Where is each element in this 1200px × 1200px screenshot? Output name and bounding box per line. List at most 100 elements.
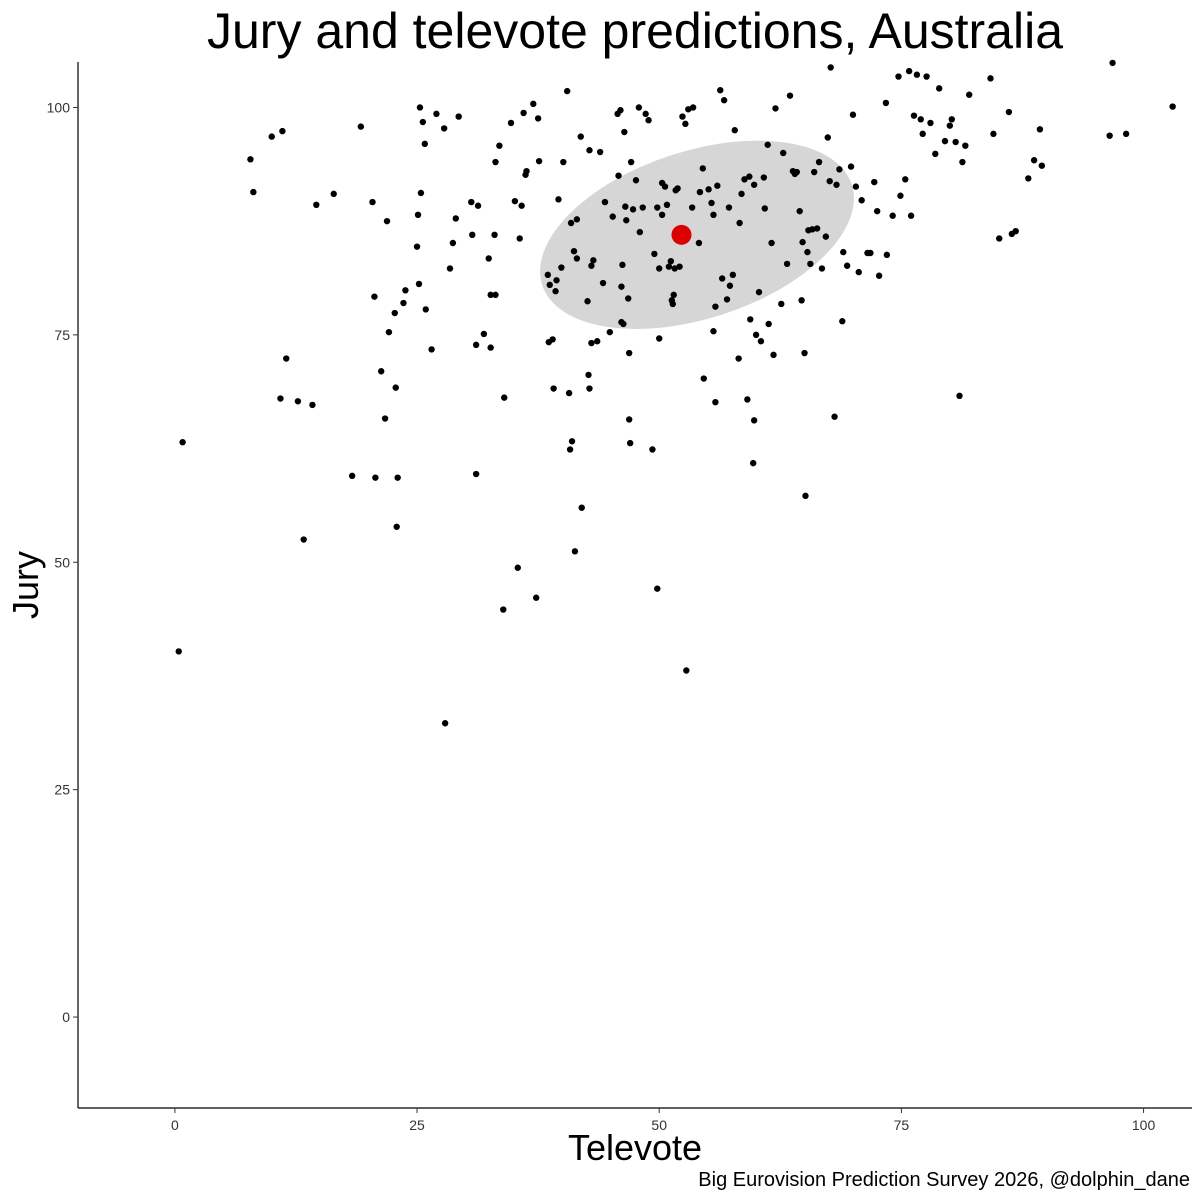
data-point xyxy=(635,104,643,111)
data-point xyxy=(910,112,918,119)
data-point xyxy=(747,316,754,323)
data-point xyxy=(472,341,480,349)
data-point xyxy=(895,73,902,80)
data-point xyxy=(871,178,878,186)
data-point xyxy=(683,667,690,674)
data-point xyxy=(651,250,658,258)
data-point xyxy=(606,328,614,336)
data-point xyxy=(609,213,616,220)
data-point xyxy=(632,177,640,184)
data-point xyxy=(923,73,930,80)
data-point xyxy=(867,249,874,257)
data-point xyxy=(300,536,307,543)
data-point xyxy=(507,119,515,127)
data-point xyxy=(433,110,440,118)
data-point xyxy=(778,300,785,308)
data-point xyxy=(415,280,423,288)
data-point xyxy=(674,185,681,192)
data-point xyxy=(656,265,663,272)
data-point xyxy=(757,338,765,345)
x-tick-label: 50 xyxy=(651,1117,667,1133)
data-point xyxy=(413,243,421,250)
data-point xyxy=(670,291,677,299)
x-tick-label: 100 xyxy=(1132,1117,1156,1133)
data-point xyxy=(962,142,969,149)
data-point xyxy=(1025,175,1032,182)
data-point xyxy=(770,351,777,359)
data-point xyxy=(480,330,488,338)
data-point xyxy=(783,260,791,268)
data-point xyxy=(549,336,556,343)
data-point xyxy=(568,438,576,445)
data-point xyxy=(492,158,499,166)
data-point xyxy=(487,291,494,299)
data-point xyxy=(726,282,734,289)
data-point xyxy=(621,128,628,136)
data-point xyxy=(313,201,320,209)
data-point xyxy=(571,548,579,555)
mean-point xyxy=(671,224,692,245)
data-point xyxy=(685,106,692,113)
data-point xyxy=(474,202,482,209)
data-point xyxy=(277,395,284,402)
data-point xyxy=(636,228,644,236)
chart-title: Jury and televote predictions, Australia xyxy=(206,3,1064,59)
data-point xyxy=(560,158,567,166)
data-point xyxy=(279,127,286,135)
data-point xyxy=(615,172,622,179)
data-point xyxy=(663,201,671,209)
data-point xyxy=(487,344,494,351)
data-point xyxy=(882,99,890,107)
data-point xyxy=(755,288,763,296)
data-point xyxy=(729,271,737,279)
data-point xyxy=(799,238,806,246)
data-point xyxy=(175,648,182,655)
data-point xyxy=(594,338,601,345)
data-point xyxy=(440,125,448,132)
data-point xyxy=(369,198,376,206)
data-point xyxy=(710,211,717,219)
data-point xyxy=(798,297,805,304)
data-point xyxy=(932,150,939,158)
data-point xyxy=(391,309,398,317)
data-point xyxy=(372,474,379,481)
data-point xyxy=(1169,103,1176,110)
data-point xyxy=(735,355,742,362)
data-point xyxy=(723,296,731,303)
data-point xyxy=(247,156,254,163)
data-point xyxy=(578,504,585,511)
data-point xyxy=(544,271,552,279)
data-point xyxy=(689,104,697,111)
data-point xyxy=(601,198,609,206)
data-point xyxy=(552,288,559,295)
data-point xyxy=(966,91,973,98)
data-point xyxy=(573,255,581,262)
data-point xyxy=(283,355,290,362)
data-point xyxy=(414,211,422,219)
data-point xyxy=(546,281,553,289)
data-point xyxy=(720,97,728,104)
data-point xyxy=(858,197,865,204)
data-point xyxy=(749,459,757,467)
data-point xyxy=(584,298,591,305)
data-point xyxy=(385,328,393,336)
data-point xyxy=(804,248,811,256)
data-point xyxy=(826,177,833,185)
data-point xyxy=(987,75,994,82)
data-point xyxy=(422,306,429,313)
data-point xyxy=(840,248,847,256)
data-point xyxy=(588,339,595,347)
data-point xyxy=(472,470,480,478)
data-point xyxy=(627,158,635,166)
data-point xyxy=(588,262,595,269)
data-point xyxy=(671,265,678,272)
data-point xyxy=(394,474,401,481)
x-tick-label: 75 xyxy=(894,1117,910,1133)
data-point xyxy=(523,167,530,175)
data-point xyxy=(725,204,733,211)
data-point xyxy=(658,211,666,219)
data-point xyxy=(827,64,834,71)
data-point xyxy=(746,173,753,180)
data-point xyxy=(718,275,726,282)
data-point xyxy=(563,87,571,95)
